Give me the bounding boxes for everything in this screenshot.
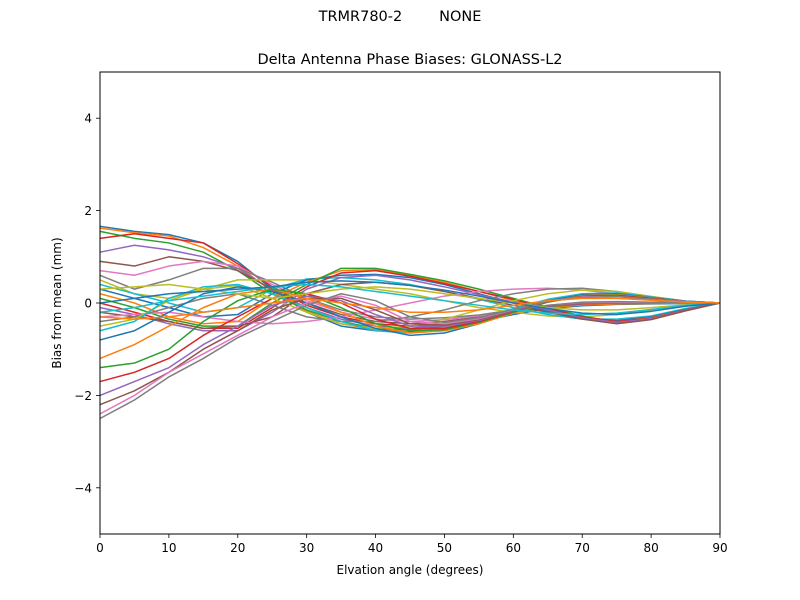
series-line [99, 283, 721, 311]
x-tick-label: 60 [506, 541, 521, 555]
series-layer [99, 225, 721, 420]
x-tick-label: 80 [643, 541, 658, 555]
series-line [99, 293, 721, 383]
series-line [99, 274, 721, 332]
series-line [99, 267, 721, 320]
y-tick-label: 4 [84, 112, 92, 126]
x-tick-label: 10 [161, 541, 176, 555]
series-line [99, 295, 721, 397]
x-tick-label: 70 [575, 541, 590, 555]
x-tick-label: 0 [96, 541, 104, 555]
x-tick-label: 90 [712, 541, 727, 555]
y-tick-label: −4 [74, 481, 92, 495]
y-tick-label: 2 [84, 204, 92, 218]
figure-suptitle: TRMR780-2 NONE [318, 9, 482, 25]
y-axis: −4 −2 0 2 4 [74, 112, 100, 495]
series-line [99, 293, 721, 420]
y-axis-label: Bias from mean (mm) [50, 237, 64, 368]
series-line [99, 280, 721, 316]
series-line [99, 283, 721, 316]
x-tick-label: 50 [437, 541, 452, 555]
series-line [99, 297, 721, 320]
x-tick-label: 30 [299, 541, 314, 555]
x-tick-label: 20 [230, 541, 245, 555]
y-tick-label: −2 [74, 389, 92, 403]
x-axis-label: Elvation angle (degrees) [337, 563, 484, 577]
x-tick-label: 40 [368, 541, 383, 555]
chart-title: Delta Antenna Phase Biases: GLONASS-L2 [257, 52, 562, 68]
series-line [99, 286, 721, 341]
y-tick-label: 0 [84, 297, 92, 311]
x-axis: 0 10 20 30 40 50 60 70 80 90 [96, 534, 728, 555]
